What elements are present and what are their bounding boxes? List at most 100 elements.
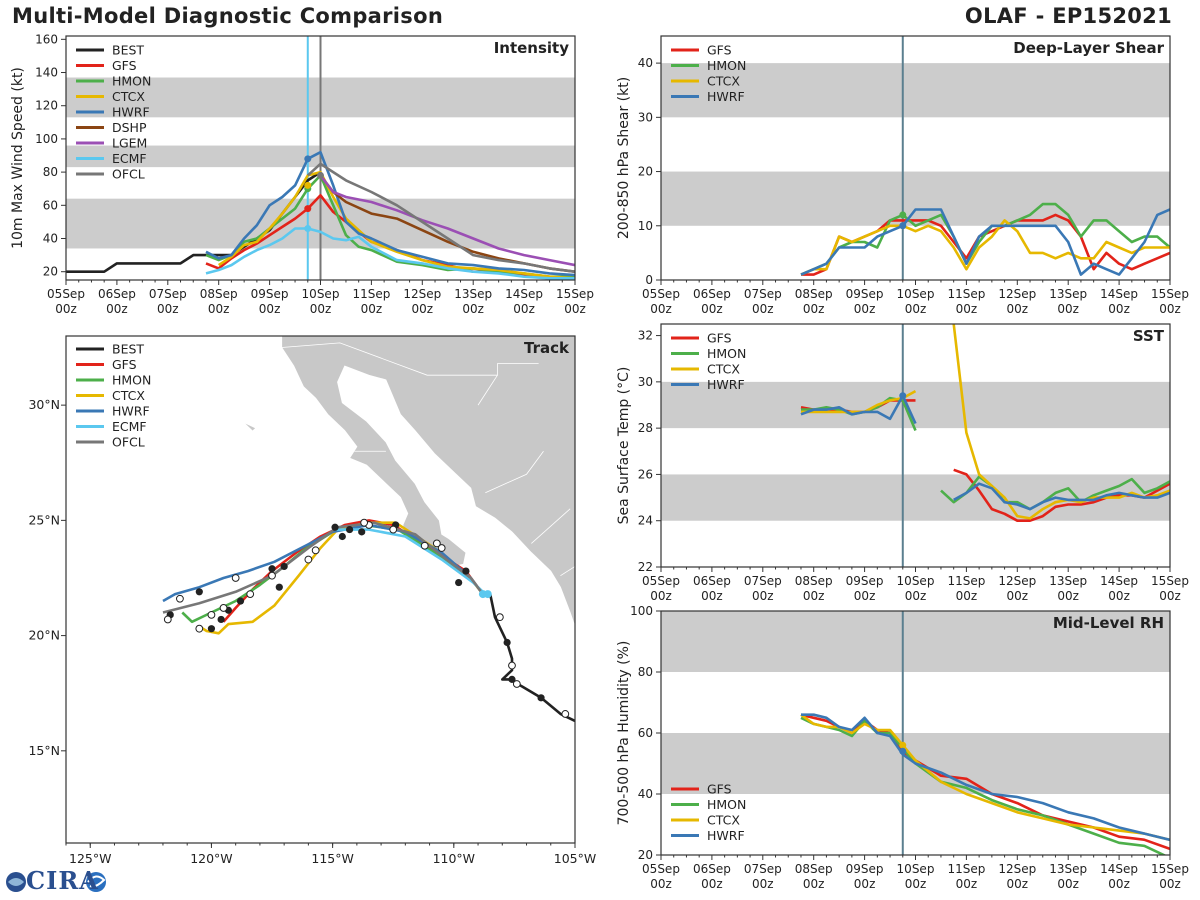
track-dot-open [495, 613, 504, 622]
track-dot-current [483, 590, 492, 599]
track-dot-filled [338, 532, 346, 541]
panel-title: Mid-Level RH [1053, 614, 1164, 632]
track-dot-filled [503, 638, 511, 647]
legend-label-hmon: HMON [707, 797, 746, 812]
init-point-hwrf [304, 155, 312, 163]
y-tick-label: 20 [43, 265, 58, 279]
track-line-ecmf [332, 528, 489, 598]
x-tick-label-date: 08Sep [795, 862, 833, 876]
panel-title: Deep-Layer Shear [1013, 39, 1164, 57]
x-tick-label-date: 07Sep [744, 287, 782, 301]
x-tick-label-hour: 00z [1057, 302, 1079, 316]
x-tick-label-hour: 00z [1108, 302, 1130, 316]
y-tick-label: 100 [630, 604, 653, 618]
x-tick-label-date: 13Sep [1049, 287, 1087, 301]
lon-tick-label: 105°W [554, 851, 596, 866]
legend-label-ctcx: CTCX [707, 362, 740, 377]
x-tick-label-date: 11Sep [947, 862, 985, 876]
track-dot-open [195, 624, 204, 633]
y-axis-label: 200-850 hPa Shear (kt) [616, 77, 632, 239]
x-tick-label-hour: 00z [1108, 877, 1130, 891]
y-tick-label: 30 [638, 110, 653, 124]
lon-tick-label: 120°W [190, 851, 232, 866]
map-frame [65, 335, 576, 844]
x-tick-label-hour: 00z [1057, 877, 1079, 891]
legend-label-ecmf: ECMF [112, 419, 147, 434]
track-dot-filled [280, 562, 288, 571]
legend-label-best: BEST [112, 43, 144, 58]
legend-label-ctcx: CTCX [707, 813, 740, 828]
legend-label-dshp: DSHP [112, 120, 147, 135]
init-point-ctcx [304, 181, 312, 189]
series-line-hwrf [801, 713, 1170, 842]
x-tick-label-hour: 00z [854, 877, 876, 891]
y-tick-label: 0 [645, 273, 653, 287]
track-dot-open [246, 590, 255, 599]
y-tick-label: 60 [638, 726, 653, 740]
legend-label-lgem: LGEM [112, 136, 147, 151]
series-line-ctcx [800, 219, 1170, 276]
island-guadalupe [245, 423, 256, 431]
x-tick-label-date: 06Sep [98, 287, 136, 301]
track-dot-filled [345, 525, 354, 534]
state-border [560, 566, 575, 577]
track-dot-open [231, 574, 240, 582]
track-dot-open [561, 710, 570, 718]
y-tick-label: 28 [638, 421, 653, 435]
x-tick-label-hour: 00z [701, 302, 723, 316]
x-tick-label-hour: 00z [650, 589, 672, 603]
state-border [531, 508, 571, 544]
x-tick-label-date: 15Sep [1151, 862, 1189, 876]
x-tick-label-hour: 00z [462, 302, 484, 316]
lon-tick-label: 110°W [433, 851, 475, 866]
x-tick-label-date: 07Sep [149, 287, 187, 301]
lon-tick-label: 115°W [311, 851, 353, 866]
y-tick-label: 22 [638, 560, 653, 574]
x-tick-label-date: 15Sep [1151, 287, 1189, 301]
panel-title: SST [1133, 327, 1165, 345]
y-tick-label: 60 [43, 198, 58, 212]
legend-label-gfs: GFS [112, 58, 137, 73]
y-tick-label: 10 [638, 219, 653, 233]
track-dot-filled [207, 625, 216, 633]
x-tick-label-date: 14Sep [1100, 574, 1138, 588]
init-point-hwrf [899, 392, 907, 400]
x-tick-label-hour: 00z [752, 302, 774, 316]
legend-label-best: BEST [112, 342, 144, 357]
x-tick-label-hour: 00z [956, 302, 978, 316]
x-tick-label-date: 10Sep [302, 287, 340, 301]
legend-label-hwrf: HWRF [112, 105, 150, 120]
legend-label-hwrf: HWRF [707, 828, 745, 843]
track-dot-filled [455, 578, 463, 587]
init-point-hmon [899, 211, 907, 219]
legend-label-ctcx: CTCX [112, 89, 145, 104]
x-tick-label-hour: 00z [1108, 589, 1130, 603]
y-tick-label: 40 [638, 787, 653, 801]
legend-label-gfs: GFS [707, 43, 732, 58]
legend-label-hmon: HMON [707, 58, 746, 73]
x-tick-label-date: 14Sep [505, 287, 543, 301]
x-tick-label-date: 09Sep [251, 287, 289, 301]
track-dot-open [268, 571, 276, 580]
x-tick-label-date: 11Sep [352, 287, 390, 301]
track-dot-open [311, 546, 320, 555]
track-dot-open [176, 594, 184, 603]
threshold-band [661, 171, 1170, 226]
x-tick-label-date: 07Sep [744, 862, 782, 876]
series-line-hwrf [205, 150, 575, 277]
x-tick-label-date: 05Sep [47, 287, 85, 301]
sst-panel: 05Sep00z06Sep00z07Sep00z08Sep00z09Sep00z… [616, 323, 1189, 603]
intensity-panel: 05Sep00z06Sep00z07Sep00z08Sep00z09Sep00z… [10, 32, 594, 316]
lat-tick-label: 25°N [28, 512, 60, 527]
x-tick-label-hour: 00z [361, 302, 383, 316]
track-dot-open [207, 610, 216, 619]
panel-title: Intensity [494, 39, 570, 57]
legend-label-ofcl: OFCL [112, 167, 145, 182]
shear-panel: 05Sep00z06Sep00z07Sep00z08Sep00z09Sep00z… [616, 35, 1189, 316]
x-tick-label-hour: 00z [854, 302, 876, 316]
x-tick-label-hour: 00z [1007, 877, 1029, 891]
x-tick-label-hour: 00z [803, 302, 825, 316]
series-line-hmon [800, 202, 1170, 276]
figure-title: Multi-Model Diagnostic Comparison [12, 4, 444, 28]
